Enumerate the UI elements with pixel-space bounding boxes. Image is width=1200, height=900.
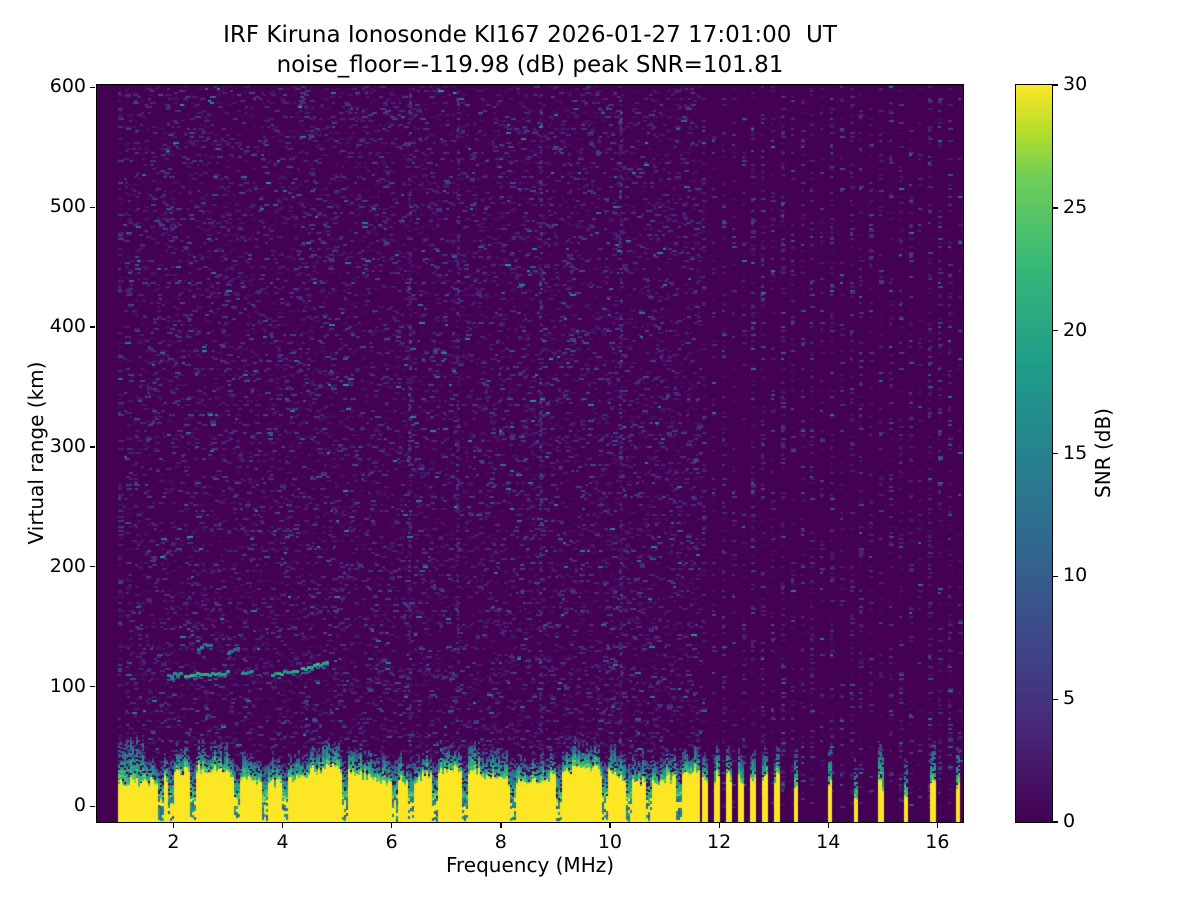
y-tick-label: 0 bbox=[73, 794, 86, 817]
x-tick-label: 10 bbox=[597, 831, 623, 853]
y-tick-mark bbox=[90, 206, 95, 208]
y-tick-label: 600 bbox=[49, 75, 86, 98]
colorbar-gradient-canvas bbox=[1016, 85, 1052, 822]
x-tick-label: 2 bbox=[167, 831, 180, 853]
chart-title-line1: IRF Kiruna Ionosonde KI167 2026-01-27 17… bbox=[223, 22, 837, 48]
colorbar-tick-label: 0 bbox=[1063, 810, 1076, 833]
colorbar-tick-label: 10 bbox=[1063, 564, 1088, 587]
y-tick-mark bbox=[90, 86, 95, 89]
y-tick-label: 400 bbox=[49, 315, 86, 338]
x-tick-label: 8 bbox=[494, 831, 507, 853]
x-tick-mark bbox=[500, 823, 502, 828]
colorbar-tick-label: 5 bbox=[1063, 687, 1076, 710]
y-tick-mark bbox=[90, 805, 95, 808]
colorbar-tick-label: 25 bbox=[1063, 195, 1088, 218]
x-tick-mark bbox=[282, 823, 284, 828]
x-tick-label: 16 bbox=[925, 831, 950, 853]
colorbar-tick-mark bbox=[1053, 330, 1058, 332]
x-axis-label: Frequency (MHz) bbox=[445, 853, 615, 877]
x-tick-mark bbox=[718, 823, 720, 828]
x-tick-label: 4 bbox=[276, 831, 289, 853]
x-tick-mark bbox=[391, 823, 393, 828]
colorbar-tick-mark bbox=[1053, 575, 1058, 578]
plot-area bbox=[96, 84, 964, 823]
y-tick-label: 200 bbox=[49, 554, 86, 577]
x-tick-mark bbox=[172, 823, 175, 828]
colorbar-label: SNR (dB) bbox=[1091, 408, 1115, 498]
y-tick-label: 100 bbox=[49, 674, 86, 697]
y-tick-label: 500 bbox=[49, 195, 86, 218]
x-tick-mark bbox=[936, 823, 939, 828]
colorbar bbox=[1015, 84, 1053, 823]
colorbar-tick-label: 20 bbox=[1063, 318, 1088, 341]
y-tick-mark bbox=[90, 566, 95, 568]
colorbar-tick-mark bbox=[1053, 698, 1058, 700]
x-tick-label: 14 bbox=[816, 831, 841, 853]
chart-title: IRF Kiruna Ionosonde KI167 2026-01-27 17… bbox=[97, 20, 963, 80]
x-tick-mark bbox=[827, 823, 829, 828]
x-tick-mark bbox=[609, 823, 611, 828]
colorbar-tick-mark bbox=[1053, 452, 1058, 455]
colorbar-tick-label: 15 bbox=[1063, 441, 1088, 464]
colorbar-tick-mark bbox=[1053, 84, 1058, 86]
colorbar-tick-mark bbox=[1053, 207, 1058, 209]
colorbar-tick-label: 30 bbox=[1063, 73, 1088, 96]
y-axis-label: Virtual range (km) bbox=[24, 361, 48, 545]
chart-title-line2: noise_floor=-119.98 (dB) peak SNR=101.81 bbox=[276, 52, 784, 78]
x-tick-label: 6 bbox=[385, 831, 398, 853]
y-tick-mark bbox=[90, 326, 95, 328]
colorbar-tick-mark bbox=[1053, 821, 1058, 823]
x-tick-label: 12 bbox=[706, 831, 732, 853]
y-tick-mark bbox=[90, 446, 95, 448]
y-tick-label: 300 bbox=[49, 435, 86, 458]
y-tick-mark bbox=[90, 685, 95, 688]
ionogram-heatmap-canvas bbox=[97, 85, 963, 822]
